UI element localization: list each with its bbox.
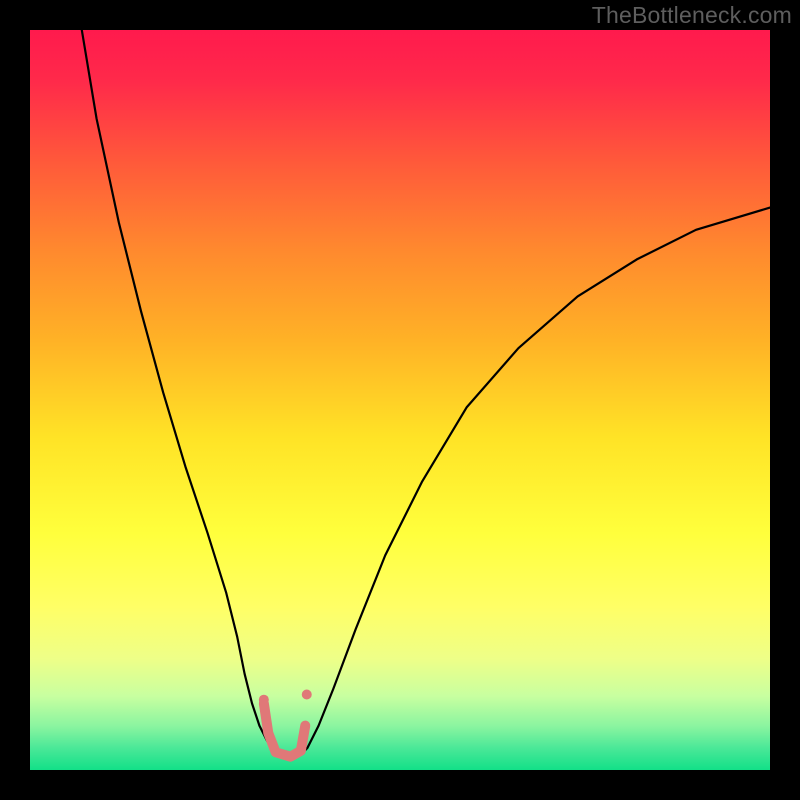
chart-container: TheBottleneck.com [0,0,800,800]
bottleneck-curve-chart [0,0,800,800]
optimal-marker-dot-right [302,690,312,700]
optimal-marker-dot-left [259,695,269,705]
gradient-plot-area [30,30,770,770]
